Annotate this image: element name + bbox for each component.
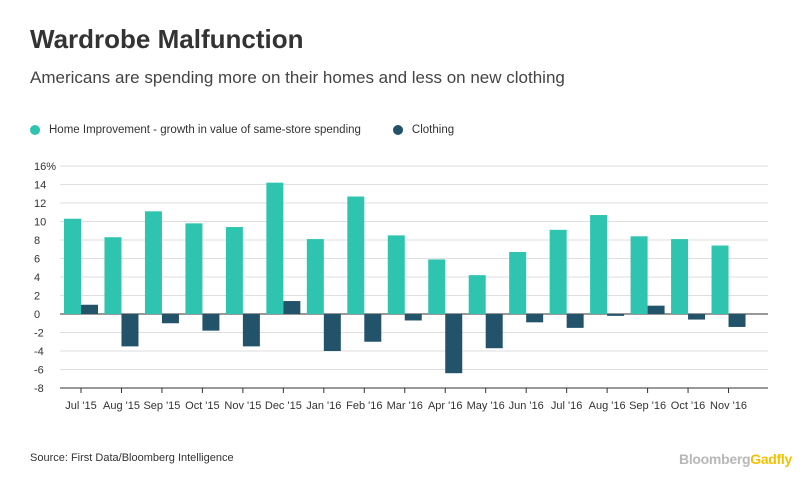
x-tick-label: Jun '16: [509, 400, 544, 412]
chart-subtitle: Americans are spending more on their hom…: [30, 68, 565, 87]
y-tick-label: -8: [34, 383, 44, 395]
bar-clothing: [607, 314, 625, 316]
chart-title: Wardrobe Malfunction: [30, 24, 304, 54]
legend-swatch-clothing: [392, 125, 403, 135]
x-tick-label: May '16: [467, 400, 505, 412]
bar-clothing: [728, 314, 746, 327]
bar-home-improvement: [711, 245, 729, 314]
y-tick-label: 10: [34, 217, 46, 229]
bar-home-improvement: [266, 182, 284, 314]
bar-clothing: [364, 314, 382, 342]
bar-clothing: [526, 314, 544, 323]
bar-home-improvement: [387, 235, 405, 314]
brand-logo-part2: Gadfly: [750, 451, 792, 467]
y-tick-label: 6: [34, 254, 40, 266]
y-tick-label: 14: [34, 180, 46, 192]
bar-clothing: [323, 314, 341, 351]
bar-home-improvement: [671, 239, 689, 314]
brand-logo-part1: Bloomberg: [679, 451, 751, 467]
x-tick-label: Sep '15: [143, 400, 180, 412]
x-tick-label: Apr '16: [428, 400, 463, 412]
bar-home-improvement: [144, 211, 162, 314]
y-tick-label: 2: [34, 291, 40, 303]
x-tick-label: Aug '15: [103, 400, 140, 412]
x-tick-label: Feb '16: [346, 400, 382, 412]
y-tick-label: -2: [34, 328, 44, 340]
y-tick-label: -6: [34, 365, 44, 377]
bar-home-improvement: [185, 223, 203, 314]
x-tick-label: Nov '15: [224, 400, 261, 412]
source-note: Source: First Data/Bloomberg Intelligenc…: [30, 452, 234, 464]
x-tick-label: Mar '16: [387, 400, 423, 412]
legend: Home Improvement - growth in value of sa…: [30, 124, 486, 136]
legend-swatch-home: [30, 125, 40, 135]
bar-home-improvement: [468, 275, 486, 314]
y-tick-label: 16%: [34, 161, 56, 173]
x-tick-label: Jan '16: [306, 400, 341, 412]
x-tick-label: Aug '16: [589, 400, 626, 412]
bar-clothing: [283, 301, 301, 314]
bar-clothing: [161, 314, 179, 324]
bar-clothing: [404, 314, 422, 321]
bar-home-improvement: [347, 196, 365, 314]
bar-home-improvement: [509, 252, 527, 314]
bar-clothing: [81, 304, 98, 314]
bar-home-improvement: [306, 239, 324, 314]
legend-item-clothing: Clothing: [392, 124, 455, 136]
bar-home-improvement: [64, 218, 81, 314]
bar-clothing: [566, 314, 584, 328]
bar-clothing: [202, 314, 220, 331]
bar-home-improvement: [590, 215, 608, 314]
y-tick-label: 4: [34, 272, 40, 284]
legend-label-home: Home Improvement - growth in value of sa…: [49, 124, 361, 136]
bar-clothing: [242, 314, 260, 347]
x-tick-label: Sep '16: [629, 400, 666, 412]
x-tick-label: Nov '16: [710, 400, 747, 412]
x-tick-label: Oct '16: [671, 400, 706, 412]
bar-home-improvement: [630, 236, 648, 314]
bar-clothing: [445, 314, 463, 374]
bar-clothing: [121, 314, 139, 347]
y-tick-label: -4: [34, 346, 44, 358]
legend-label-clothing: Clothing: [411, 124, 455, 136]
x-tick-label: Oct '15: [185, 400, 220, 412]
y-tick-label: 8: [34, 235, 40, 247]
bar-home-improvement: [428, 259, 446, 314]
y-tick-label: 12: [34, 198, 46, 210]
brand-logo: BloombergGadfly: [679, 451, 792, 467]
bar-home-improvement: [104, 237, 122, 314]
y-tick-label: 0: [34, 309, 40, 321]
x-tick-label: Jul '16: [551, 400, 582, 412]
bar-clothing: [688, 314, 706, 320]
legend-item-home: Home Improvement - growth in value of sa…: [30, 124, 361, 136]
bar-home-improvement: [549, 229, 567, 314]
bar-home-improvement: [225, 227, 243, 314]
bar-clothing: [647, 305, 665, 314]
bar-clothing: [485, 314, 503, 349]
x-tick-label: Dec '15: [265, 400, 302, 412]
x-tick-label: Jul '15: [65, 400, 96, 412]
